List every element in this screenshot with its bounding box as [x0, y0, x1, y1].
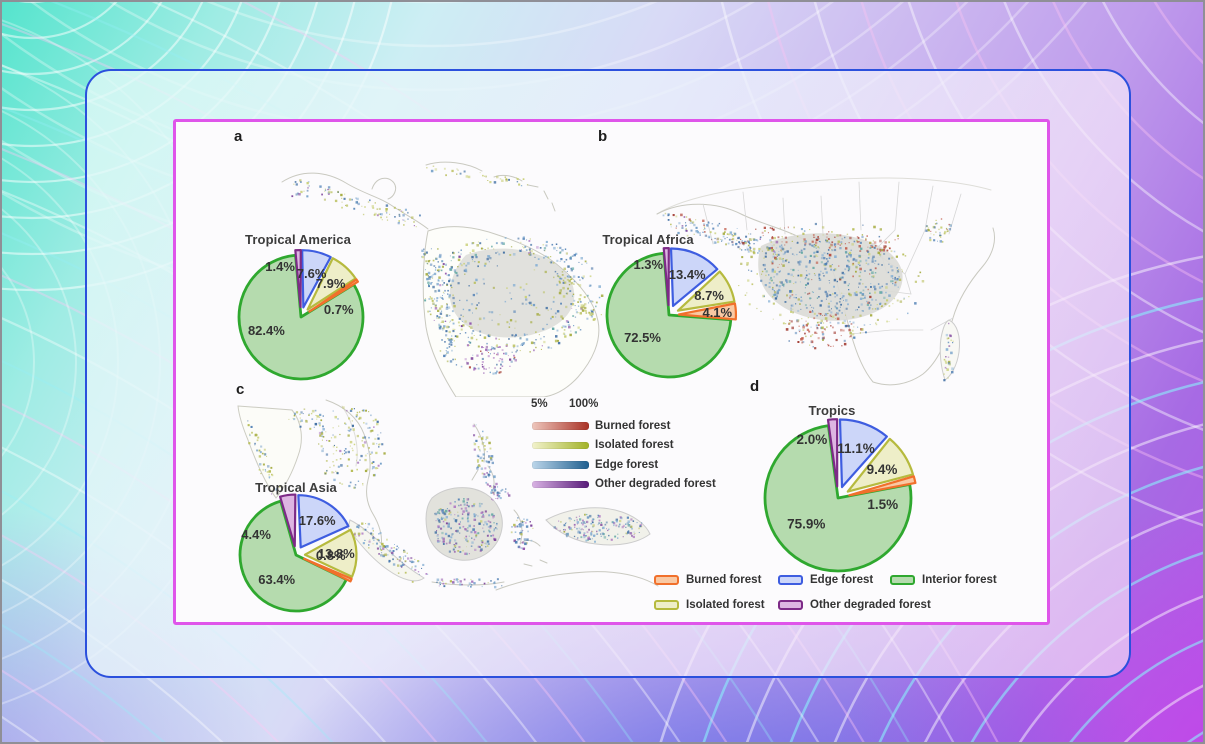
legend-item-other-degraded-forest: Other degraded forest — [778, 599, 931, 611]
wave-line — [2, 667, 347, 744]
pie-slice-edge-forest — [838, 418, 888, 489]
pie-slice-edge-forest — [301, 249, 332, 309]
wave-line — [206, 2, 658, 48]
pie-title-tropics: Tropics — [808, 403, 856, 418]
pie-slice-burned-forest — [677, 302, 738, 321]
legend-swatch-isolated-forest — [654, 600, 679, 610]
gradient-item-label: Edge forest — [595, 458, 659, 471]
legend-label: Burned forest — [686, 574, 762, 586]
pie-value-label: 75.9% — [787, 516, 825, 531]
legend-item-interior-forest: Interior forest — [890, 574, 997, 586]
pie-slice-burned-forest — [308, 278, 360, 313]
pie-value-label: 7.6% — [297, 266, 327, 281]
pie-slice-other-degraded-forest — [826, 418, 839, 488]
map-tropical-america — [281, 161, 604, 397]
gradient-max-label: 100% — [569, 398, 599, 410]
gradient-bar-edge-forest — [532, 461, 589, 469]
pie-value-label: 1.3% — [633, 257, 663, 272]
pie-chart-tropical-america: 7.6%7.9% 0.7% 82.4% 1.4% — [237, 248, 365, 381]
forest-degradation-figure: a b c d Tropical America Tropical Africa… — [173, 119, 1050, 625]
map-tropical-africa — [656, 177, 996, 386]
legend-item-burned-forest: Burned forest — [654, 574, 761, 586]
pie-slice-other-degraded-forest — [294, 248, 302, 309]
gradient-item-label: Burned forest — [595, 419, 671, 432]
pie-slice-interior-forest — [237, 253, 365, 381]
content-card: a b c d Tropical America Tropical Africa… — [85, 69, 1131, 678]
pie-slice-other-degraded-forest — [662, 246, 670, 307]
gradient-legend-item: Burned forest — [530, 416, 760, 436]
wave-line — [1152, 2, 1205, 112]
legend-swatch-interior-forest — [890, 575, 915, 585]
wave-line — [1121, 736, 1205, 744]
gradient-legend-item: Other degraded forest — [530, 475, 760, 495]
pie-value-label: 1.5% — [867, 497, 898, 512]
pie-title-tropical-america: Tropical America — [245, 232, 351, 247]
panel-label-a: a — [234, 128, 243, 145]
pie-value-label: 63.4% — [258, 572, 295, 587]
wave-line — [2, 2, 118, 40]
pie-slice-interior-forest — [605, 251, 733, 379]
gradient-bar-other-degraded-forest — [532, 480, 589, 488]
pie-value-label: 13.4% — [669, 267, 706, 282]
gradient-item-label: Other degraded forest — [595, 478, 716, 491]
pie-slice-burned-forest — [303, 557, 353, 583]
panel-label-c: c — [236, 381, 245, 398]
gradient-bar-burned-forest — [532, 422, 589, 430]
pie-value-label: 82.4% — [248, 323, 285, 338]
pie-slice-interior-forest — [238, 499, 348, 613]
pie-slice-edge-forest — [669, 247, 719, 308]
gradient-legend-item: Isolated forest — [530, 436, 760, 456]
gradient-scale-header: 5% 100% — [530, 398, 760, 416]
pie-slice-edge-forest — [297, 494, 350, 549]
panel-label-d: d — [750, 378, 760, 395]
pie-title-tropical-africa: Tropical Africa — [602, 232, 694, 247]
gradient-bar-isolated-forest — [532, 441, 589, 449]
pie-slice-interior-forest — [763, 424, 913, 573]
pie-slice-isolated-forest — [303, 528, 358, 578]
legend-label: Isolated forest — [686, 599, 765, 611]
wave-line — [1186, 731, 1203, 742]
pie-value-label: 4.4% — [241, 527, 271, 542]
gradient-item-label: Isolated forest — [595, 439, 674, 452]
pie-chart-tropics: 11.1% 9.4% 1.5% 75.9% 2.0% — [763, 418, 917, 573]
legend-swatch-other-degraded-forest — [778, 600, 803, 610]
gradient-legend-rows: Burned forest Isolated forest Edge forest O… — [530, 416, 760, 494]
intensity-gradient-legend: 5% 100% Burned forest Isolated forest Edge… — [530, 398, 760, 494]
pie-slice-burned-forest — [848, 475, 917, 497]
legend-swatch-burned-forest — [654, 575, 679, 585]
legend-swatch-edge-forest — [778, 575, 803, 585]
pie-value-label: 2.0% — [797, 432, 828, 447]
pie-value-label: 7.9% — [316, 276, 346, 291]
pie-value-label: 0.7% — [324, 302, 354, 317]
pie-value-label: 0.8% — [316, 548, 346, 563]
legend-item-edge-forest: Edge forest — [778, 574, 873, 586]
pie-slice-isolated-forest — [676, 270, 736, 312]
category-legend: Burned forest Edge forest Interior forest I… — [176, 122, 1047, 622]
pie-value-label: 13.8% — [318, 546, 355, 561]
legend-label: Other degraded forest — [810, 599, 931, 611]
panel-label-b: b — [598, 128, 608, 145]
pie-slice-isolated-forest — [846, 437, 915, 493]
wave-line — [2, 267, 35, 457]
wave-line — [2, 208, 77, 516]
gradient-min-label: 5% — [531, 398, 548, 410]
legend-label: Interior forest — [922, 574, 997, 586]
pie-value-label: 4.1% — [702, 305, 732, 320]
legend-item-isolated-forest: Isolated forest — [654, 599, 765, 611]
pie-slice-other-degraded-forest — [278, 493, 297, 548]
legend-label: Edge forest — [810, 574, 874, 586]
pie-value-label: 11.1% — [837, 441, 875, 456]
pie-value-label: 72.5% — [624, 330, 661, 345]
pie-slice-isolated-forest — [306, 257, 357, 311]
pie-value-label: 17.6% — [299, 513, 336, 528]
pie-value-label: 8.7% — [694, 288, 724, 303]
pie-value-label: 9.4% — [867, 462, 898, 477]
wave-line — [2, 2, 163, 76]
pie-title-tropical-asia: Tropical Asia — [255, 480, 337, 495]
gradient-legend-item: Edge forest — [530, 455, 760, 475]
pie-value-label: 1.4% — [265, 259, 295, 274]
